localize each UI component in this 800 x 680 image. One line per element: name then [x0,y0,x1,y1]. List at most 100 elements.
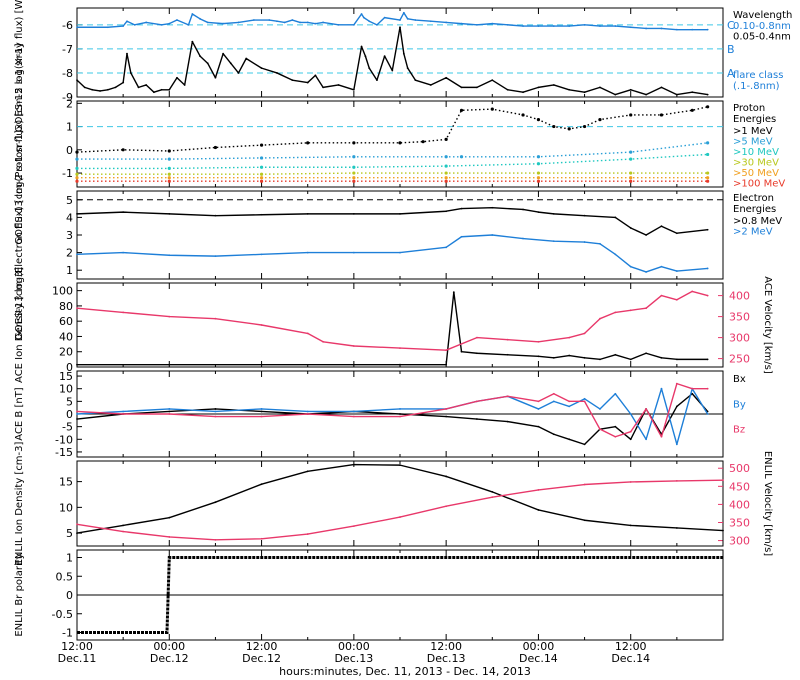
data-point [629,358,632,361]
data-point [706,152,710,157]
y-axis-label: ACE B [nT] [14,387,25,441]
y-tick-label: 0 [66,408,73,421]
flare-level-label: C [727,19,735,32]
data-point [260,67,263,70]
data-point [160,88,163,91]
y2-axis-label: ACE Velocity [km/s] [762,276,773,374]
data-point [614,425,617,428]
data-point [214,538,217,541]
data-point [445,21,448,24]
data-point [383,55,386,58]
series-proton-1 [75,141,710,161]
data-point [629,157,633,161]
data-point [537,489,540,491]
data-point [583,400,586,403]
data-point [214,76,217,79]
data-point [429,20,432,23]
data-point [691,392,694,395]
data-point [76,363,78,366]
data-point [476,86,478,89]
legend-title: Wavelength [733,10,792,21]
data-point [306,81,309,84]
data-point [214,255,217,258]
y-tick-label: 4 [66,211,73,224]
data-point [629,227,632,229]
x-tick-date: Dec.14 [519,652,558,665]
legend-entry: Bx [733,374,746,385]
data-point [168,408,171,410]
data-point [660,225,663,228]
data-point [76,253,78,256]
data-point [691,290,694,293]
data-point [206,62,209,65]
data-point [399,251,401,254]
data-point [629,179,633,183]
data-point [552,240,555,243]
data-point [568,354,571,357]
series-electron-0 [76,206,709,236]
data-point [629,88,632,91]
legend-entry: >0.8 MeV [733,216,782,227]
data-point [383,16,386,19]
data-point [675,28,678,31]
data-point [306,410,309,413]
data-point [214,214,217,217]
data-point [445,363,448,366]
data-point [222,22,225,25]
data-point [552,25,555,27]
data-point [476,23,478,26]
data-point [522,25,524,27]
data-point [675,443,678,446]
data-point [506,420,509,423]
data-point [629,430,632,433]
data-point [506,395,509,398]
y-tick-label: -0.5 [52,608,73,621]
y-axis-label: ENLIL Ion Density [cm-3] [14,441,25,565]
data-point [214,408,217,410]
data-point [314,22,317,25]
data-point [252,19,255,21]
data-point [414,79,417,82]
series-line [76,479,724,541]
data-point [706,387,709,390]
data-point [645,307,647,310]
x-tick-date: Dec.13 [334,652,373,665]
data-point [706,228,709,231]
series-proton-4 [75,176,710,180]
panel-ace_density_velocity: 0 20 40 60 80 100 250 300 350 400 ACE Velocity [km… [14,267,773,383]
flare-level-label: A [727,67,735,80]
series-line [76,106,708,153]
data-point [522,208,524,211]
data-point [583,214,586,217]
y2-tick-label: 300 [729,332,750,345]
data-point [706,93,709,96]
data-point [491,496,494,499]
data-point [706,267,709,270]
data-point [675,298,678,301]
data-point [599,358,601,361]
data-point [145,21,148,24]
data-point [176,76,178,79]
data-point [552,433,555,436]
data-point [352,345,355,347]
data-point [429,84,432,86]
data-point [660,435,663,438]
data-point [360,45,363,48]
data-point [522,237,524,240]
data-point [122,211,125,214]
data-point [168,363,171,366]
data-point [168,315,171,318]
data-point [445,415,448,418]
panel-enlil_polarity: -1 -0.5 0 0.5 1 ENLIL Br polarity [14,549,724,641]
data-point [306,21,309,24]
y-tick-label: 0 [66,361,73,374]
data-point [552,84,555,86]
data-point [337,84,340,86]
legend-title: Proton [733,103,765,114]
data-point [645,271,647,273]
data-point [352,363,355,366]
data-point [537,25,540,27]
data-point [399,363,401,366]
